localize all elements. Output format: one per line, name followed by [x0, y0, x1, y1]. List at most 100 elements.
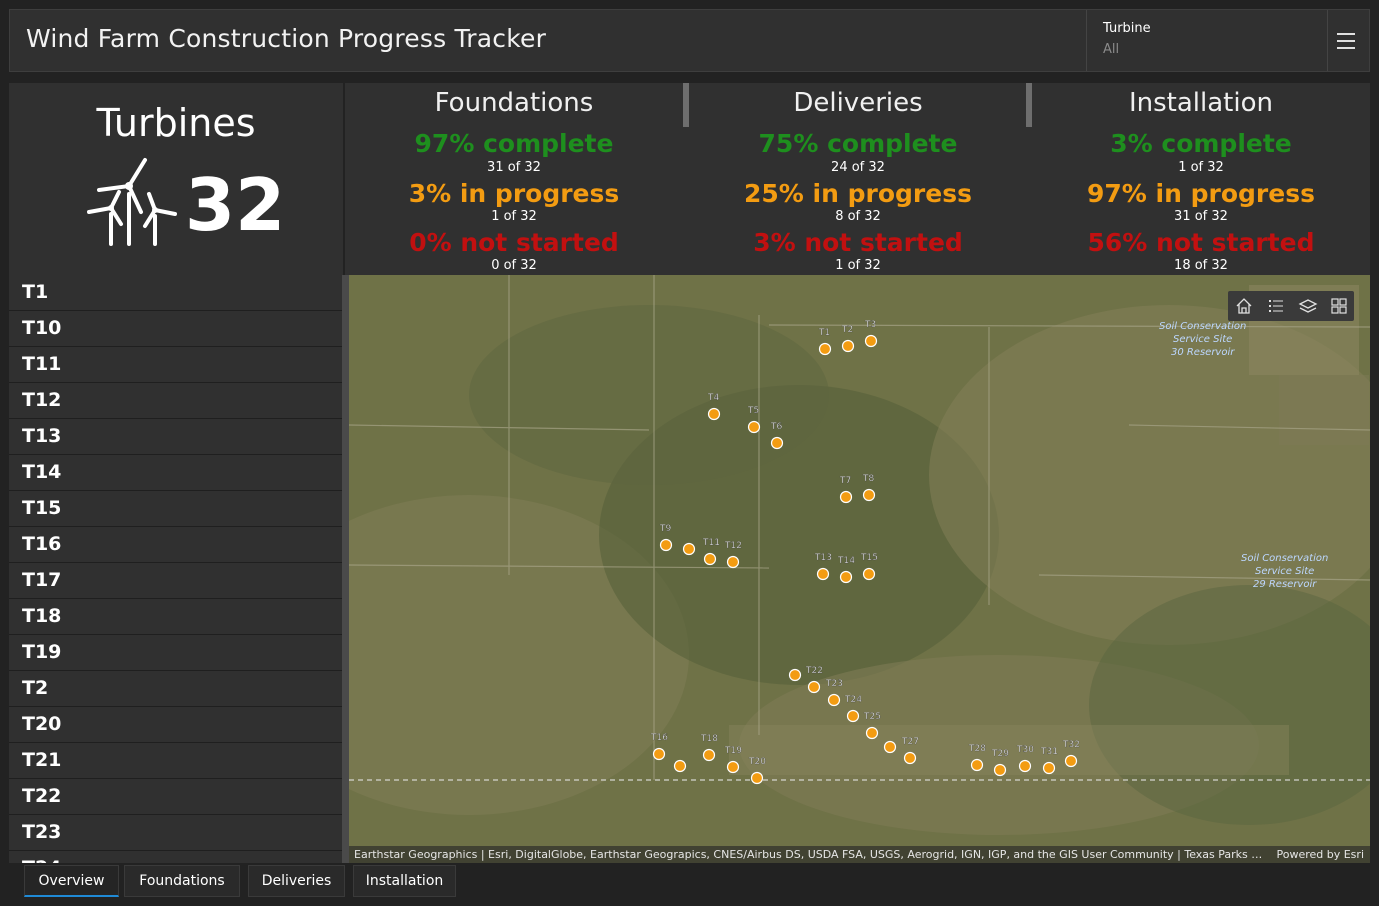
list-item[interactable]: T10 [9, 311, 342, 347]
turbine-marker-t28[interactable]: T28 [968, 744, 986, 772]
turbine-list[interactable]: T1 T10 T11 T12 T13 T14 T15 T16 T17 T18 T… [9, 275, 342, 863]
turbine-marker-t10[interactable] [682, 542, 696, 556]
attribution-text: Earthstar Geographics | Esri, DigitalGlo… [354, 848, 1264, 861]
list-item[interactable]: T12 [9, 383, 342, 419]
list-item[interactable]: T21 [9, 743, 342, 779]
list-item[interactable]: T15 [9, 491, 342, 527]
turbine-marker-t6[interactable]: T6 [770, 422, 784, 450]
turbine-marker-t9[interactable]: T9 [659, 524, 673, 552]
turbine-marker-t16[interactable]: T16 [650, 733, 668, 761]
turbine-markers[interactable]: T1 T2 T3 T4 T5 T6 T7 T8 T9 T11 T12 T13 T… [349, 275, 1370, 863]
turbine-count-panel: Turbines 32 [9, 83, 343, 275]
powered-by-link[interactable]: Powered by Esri [1276, 848, 1364, 861]
turbine-marker-t3[interactable]: T3 [864, 320, 878, 348]
turbine-marker-t13[interactable]: T13 [814, 553, 832, 581]
svg-text:T14: T14 [837, 556, 855, 566]
svg-text:T8: T8 [862, 474, 874, 484]
turbine-marker-t30[interactable]: T30 [1016, 745, 1034, 773]
svg-text:T16: T16 [650, 733, 668, 743]
list-item[interactable]: T18 [9, 599, 342, 635]
turbine-marker-t19[interactable]: T19 [724, 746, 742, 774]
list-item[interactable]: T22 [9, 779, 342, 815]
kpi-title: Turbines [96, 101, 256, 145]
layers-icon[interactable] [1297, 295, 1319, 317]
legend-icon[interactable] [1265, 295, 1287, 317]
list-item[interactable]: T13 [9, 419, 342, 455]
not-started-count: 0 of 32 [491, 258, 537, 273]
list-item[interactable]: T23 [9, 815, 342, 851]
deliveries-stats: Deliveries 75% complete 24 of 32 25% in … [689, 83, 1027, 275]
complete-percent: 75% complete [758, 129, 958, 158]
turbine-marker-t2[interactable]: T2 [841, 325, 855, 353]
svg-text:T27: T27 [901, 737, 919, 747]
list-item[interactable]: T20 [9, 707, 342, 743]
turbine-marker-t11[interactable]: T11 [702, 538, 720, 566]
turbine-marker-t31[interactable]: T31 [1040, 747, 1058, 775]
turbine-marker-t26[interactable] [883, 740, 897, 754]
progress-stats-panel: Foundations 97% complete 31 of 32 3% in … [345, 83, 1370, 275]
wind-turbine-icon [87, 158, 177, 246]
turbine-marker-t32[interactable]: T32 [1062, 740, 1080, 768]
in-progress-percent: 3% in progress [408, 179, 620, 208]
svg-text:T19: T19 [724, 746, 742, 756]
turbine-marker-t22[interactable]: T22 [805, 666, 823, 694]
svg-text:T31: T31 [1040, 747, 1058, 757]
divider [683, 83, 689, 127]
list-scrollbar[interactable] [342, 275, 349, 863]
turbine-marker-t27[interactable]: T27 [901, 737, 919, 765]
turbine-marker-t24[interactable]: T24 [844, 695, 862, 723]
tab-overview[interactable]: Overview [24, 865, 119, 897]
tab-installation[interactable]: Installation [353, 865, 456, 897]
turbine-marker-t25[interactable]: T25 [863, 712, 881, 740]
not-started-percent: 56% not started [1087, 228, 1315, 257]
not-started-count: 1 of 32 [835, 258, 881, 273]
svg-text:T23: T23 [825, 679, 843, 689]
svg-text:T5: T5 [747, 406, 759, 416]
list-item[interactable]: T19 [9, 635, 342, 671]
turbine-marker-t5[interactable]: T5 [747, 406, 761, 434]
svg-text:T9: T9 [659, 524, 671, 534]
complete-count: 1 of 32 [1178, 160, 1224, 175]
list-item[interactable]: T17 [9, 563, 342, 599]
turbine-marker-t7[interactable]: T7 [839, 476, 853, 504]
turbine-marker-t18[interactable]: T18 [700, 734, 718, 762]
not-started-count: 18 of 32 [1174, 258, 1228, 273]
in-progress-count: 1 of 32 [491, 209, 537, 224]
turbine-marker-t21[interactable] [788, 668, 802, 682]
turbine-marker-t4[interactable]: T4 [707, 393, 721, 421]
list-item[interactable]: T2 [9, 671, 342, 707]
turbine-count: 32 [185, 163, 286, 247]
in-progress-count: 8 of 32 [835, 209, 881, 224]
stat-heading: Foundations [434, 88, 594, 118]
list-item[interactable]: T14 [9, 455, 342, 491]
turbine-marker-t23[interactable]: T23 [825, 679, 843, 707]
svg-text:T3: T3 [864, 320, 876, 330]
turbine-marker-t20[interactable]: T20 [748, 757, 766, 785]
home-icon[interactable] [1233, 295, 1255, 317]
tab-deliveries[interactable]: Deliveries [248, 865, 345, 897]
list-item[interactable]: T1 [9, 275, 342, 311]
turbine-marker-t14[interactable]: T14 [837, 556, 855, 584]
hamburger-menu-icon[interactable] [1325, 10, 1369, 71]
turbine-marker-t1[interactable]: T1 [818, 328, 832, 356]
turbine-marker-t15[interactable]: T15 [860, 553, 878, 581]
turbine-selector[interactable]: Turbine All [1086, 10, 1328, 71]
turbine-marker-t12[interactable]: T12 [724, 541, 742, 569]
list-item[interactable]: T11 [9, 347, 342, 383]
complete-count: 31 of 32 [487, 160, 541, 175]
place-label: Soil Conservation Service Site 30 Reservoi… [1159, 321, 1247, 358]
list-item[interactable]: T24 [9, 851, 342, 863]
svg-text:T1: T1 [818, 328, 830, 338]
list-item[interactable]: T16 [9, 527, 342, 563]
turbine-marker-t8[interactable]: T8 [862, 474, 876, 502]
in-progress-count: 31 of 32 [1174, 209, 1228, 224]
turbine-marker-t29[interactable]: T29 [991, 749, 1009, 777]
map-view[interactable]: Soil Conservation Service Site 30 Reservoi… [349, 275, 1370, 863]
divider [1026, 83, 1032, 127]
tab-foundations[interactable]: Foundations [124, 865, 240, 897]
turbine-marker-t17[interactable] [673, 759, 687, 773]
svg-text:T20: T20 [748, 757, 766, 767]
basemap-gallery-icon[interactable] [1328, 295, 1350, 317]
foundations-stats: Foundations 97% complete 31 of 32 3% in … [345, 83, 683, 275]
stat-heading: Deliveries [793, 88, 923, 118]
